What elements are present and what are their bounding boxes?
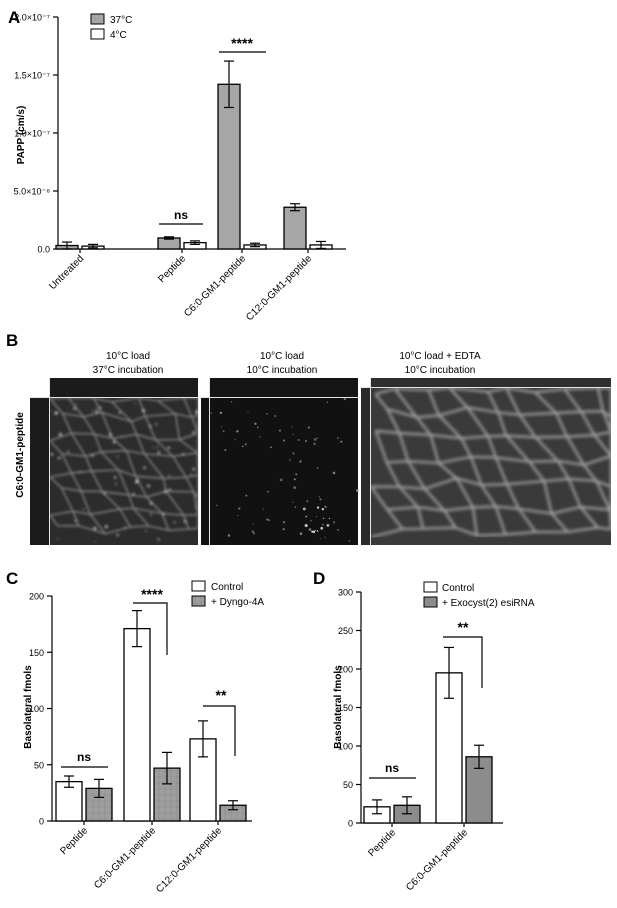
sparse-puncta [210,397,359,542]
legend-d-label-control: Control [442,583,474,594]
cell-membrane-network-1 [49,397,199,543]
sig-label-d-stars: ** [458,619,469,635]
x-tick-label: Peptide [58,825,90,857]
x-tick-label: Peptide [156,253,188,285]
legend-d-swatch-exocyst [423,596,438,608]
panel-a-label: A [8,8,20,27]
legend-a-label-37c: 37°C [110,15,132,26]
panel-d-ylabel: Basolateral fmols [333,665,344,749]
legend-a-swatch-4c [90,28,105,40]
x-tick-label: C6:0-GM1-peptide [404,827,470,893]
panel-c-plot: 0 50 100 150 200 Peptide C6:0-GM1-peptideC12:0… [29,592,252,895]
x-tick-label: C12:0-GM1-peptide [244,253,314,323]
bar [217,83,241,250]
condition-2-line1: 10°C load [260,351,304,362]
y-tick-label: 5.0×10⁻⁸ [14,187,51,197]
panel-d-plot: 0 50 100 150 200 250 300 Peptide C6:0-GM1-peptid… [338,588,503,893]
y-tick-label: 100 [29,704,44,714]
condition-3-line2: 10°C incubation [405,365,476,376]
x-tick-label: C12:0-GM1-peptide [154,825,224,895]
y-tick-label: 150 [29,648,44,658]
sig-bracket-d-c6 [443,636,483,688]
bar [55,780,83,822]
legend-a-label-4c: 4°C [110,30,127,41]
y-tick-label: 2.0×10⁻⁷ [14,13,50,23]
y-tick-label: 200 [338,665,353,675]
legend-c-swatch-control [191,580,206,592]
sig-label-a-ns: ns [174,208,188,222]
bar [123,627,151,822]
sig-label-c-stars2: ** [216,687,227,703]
y-tick-label: 1.5×10⁻⁷ [14,71,50,81]
x-tick-label: C6:0-GM1-peptide [182,253,248,319]
condition-1-line1: 10°C load [106,351,150,362]
panel-c: C 0 50 100 150 200 Peptide C6:0-GM1-peptideC12… [6,569,264,895]
panel-c-label: C [6,569,18,588]
panel-b-row-label: C6:0-GM1-peptide [15,412,26,498]
legend-d-label-exocyst: + Exocyst(2) esiRNA [442,598,535,609]
panel-b: B C6:0-GM1-peptide 10°C load 37°C incuba… [6,331,613,545]
micrograph-10c-incubation [201,378,359,545]
panel-d: D 0 50 100 150 200 250 300 Peptide C6:0-GM1-pept… [313,569,535,893]
legend-c-label-control: Control [211,582,243,593]
legend-c-swatch-dyngo [191,595,206,607]
y-tick-label: 200 [29,592,44,602]
y-tick-label: 150 [338,703,353,713]
micrograph-edta [361,378,613,545]
condition-2-line2: 10°C incubation [247,365,318,376]
legend-d-swatch-control [423,581,438,593]
condition-3-line1: 10°C load + EDTA [399,351,481,362]
legend-a-swatch-37c [90,13,105,25]
sig-label-a-stars: **** [231,35,253,51]
cell-membrane-network-3 [370,386,613,539]
panel-a-plot: 0.0 5.0×10⁻⁸ 1.0×10⁻⁷ 1.5×10⁻⁷ 2.0×10⁻⁷ Untre… [14,13,346,323]
y-tick-label: 300 [338,588,353,598]
y-tick-label: 50 [34,760,44,770]
micrograph-37c-incubation [30,378,199,545]
y-tick-label: 100 [338,742,353,752]
x-tick-label: C6:0-GM1-peptide [92,825,158,891]
bar [283,206,307,250]
panel-d-label: D [313,569,325,588]
y-tick-label: 0 [39,817,44,827]
condition-1-line2: 37°C incubation [93,365,164,376]
y-tick-label: 0 [348,819,353,829]
y-tick-label: 0.0 [37,245,50,255]
sig-bracket-c-c6 [133,602,168,655]
panel-a-ylabel: PAPP (cm/s) [16,106,27,165]
panel-c-ylabel: Basolateral fmols [23,665,34,749]
panel-a: A 0.0 5.0×10⁻⁸ 1.0×10⁻⁷ 1.5×10⁻⁷ 2.0×10⁻⁷ Unt… [8,8,346,323]
x-tick-label: Peptide [366,827,398,859]
sig-label-c-stars: **** [141,586,163,602]
sig-label-d-ns: ns [385,761,399,775]
y-tick-label: 250 [338,626,353,636]
sig-label-c-ns: ns [77,750,91,764]
x-tick-label: Untreated [47,253,86,292]
legend-c-label-dyngo: + Dyngo-4A [211,597,264,608]
y-tick-label: 1.0×10⁻⁷ [14,129,50,139]
sig-bracket-c-c12 [203,705,236,756]
panel-b-label: B [6,331,18,350]
y-tick-label: 50 [343,780,353,790]
